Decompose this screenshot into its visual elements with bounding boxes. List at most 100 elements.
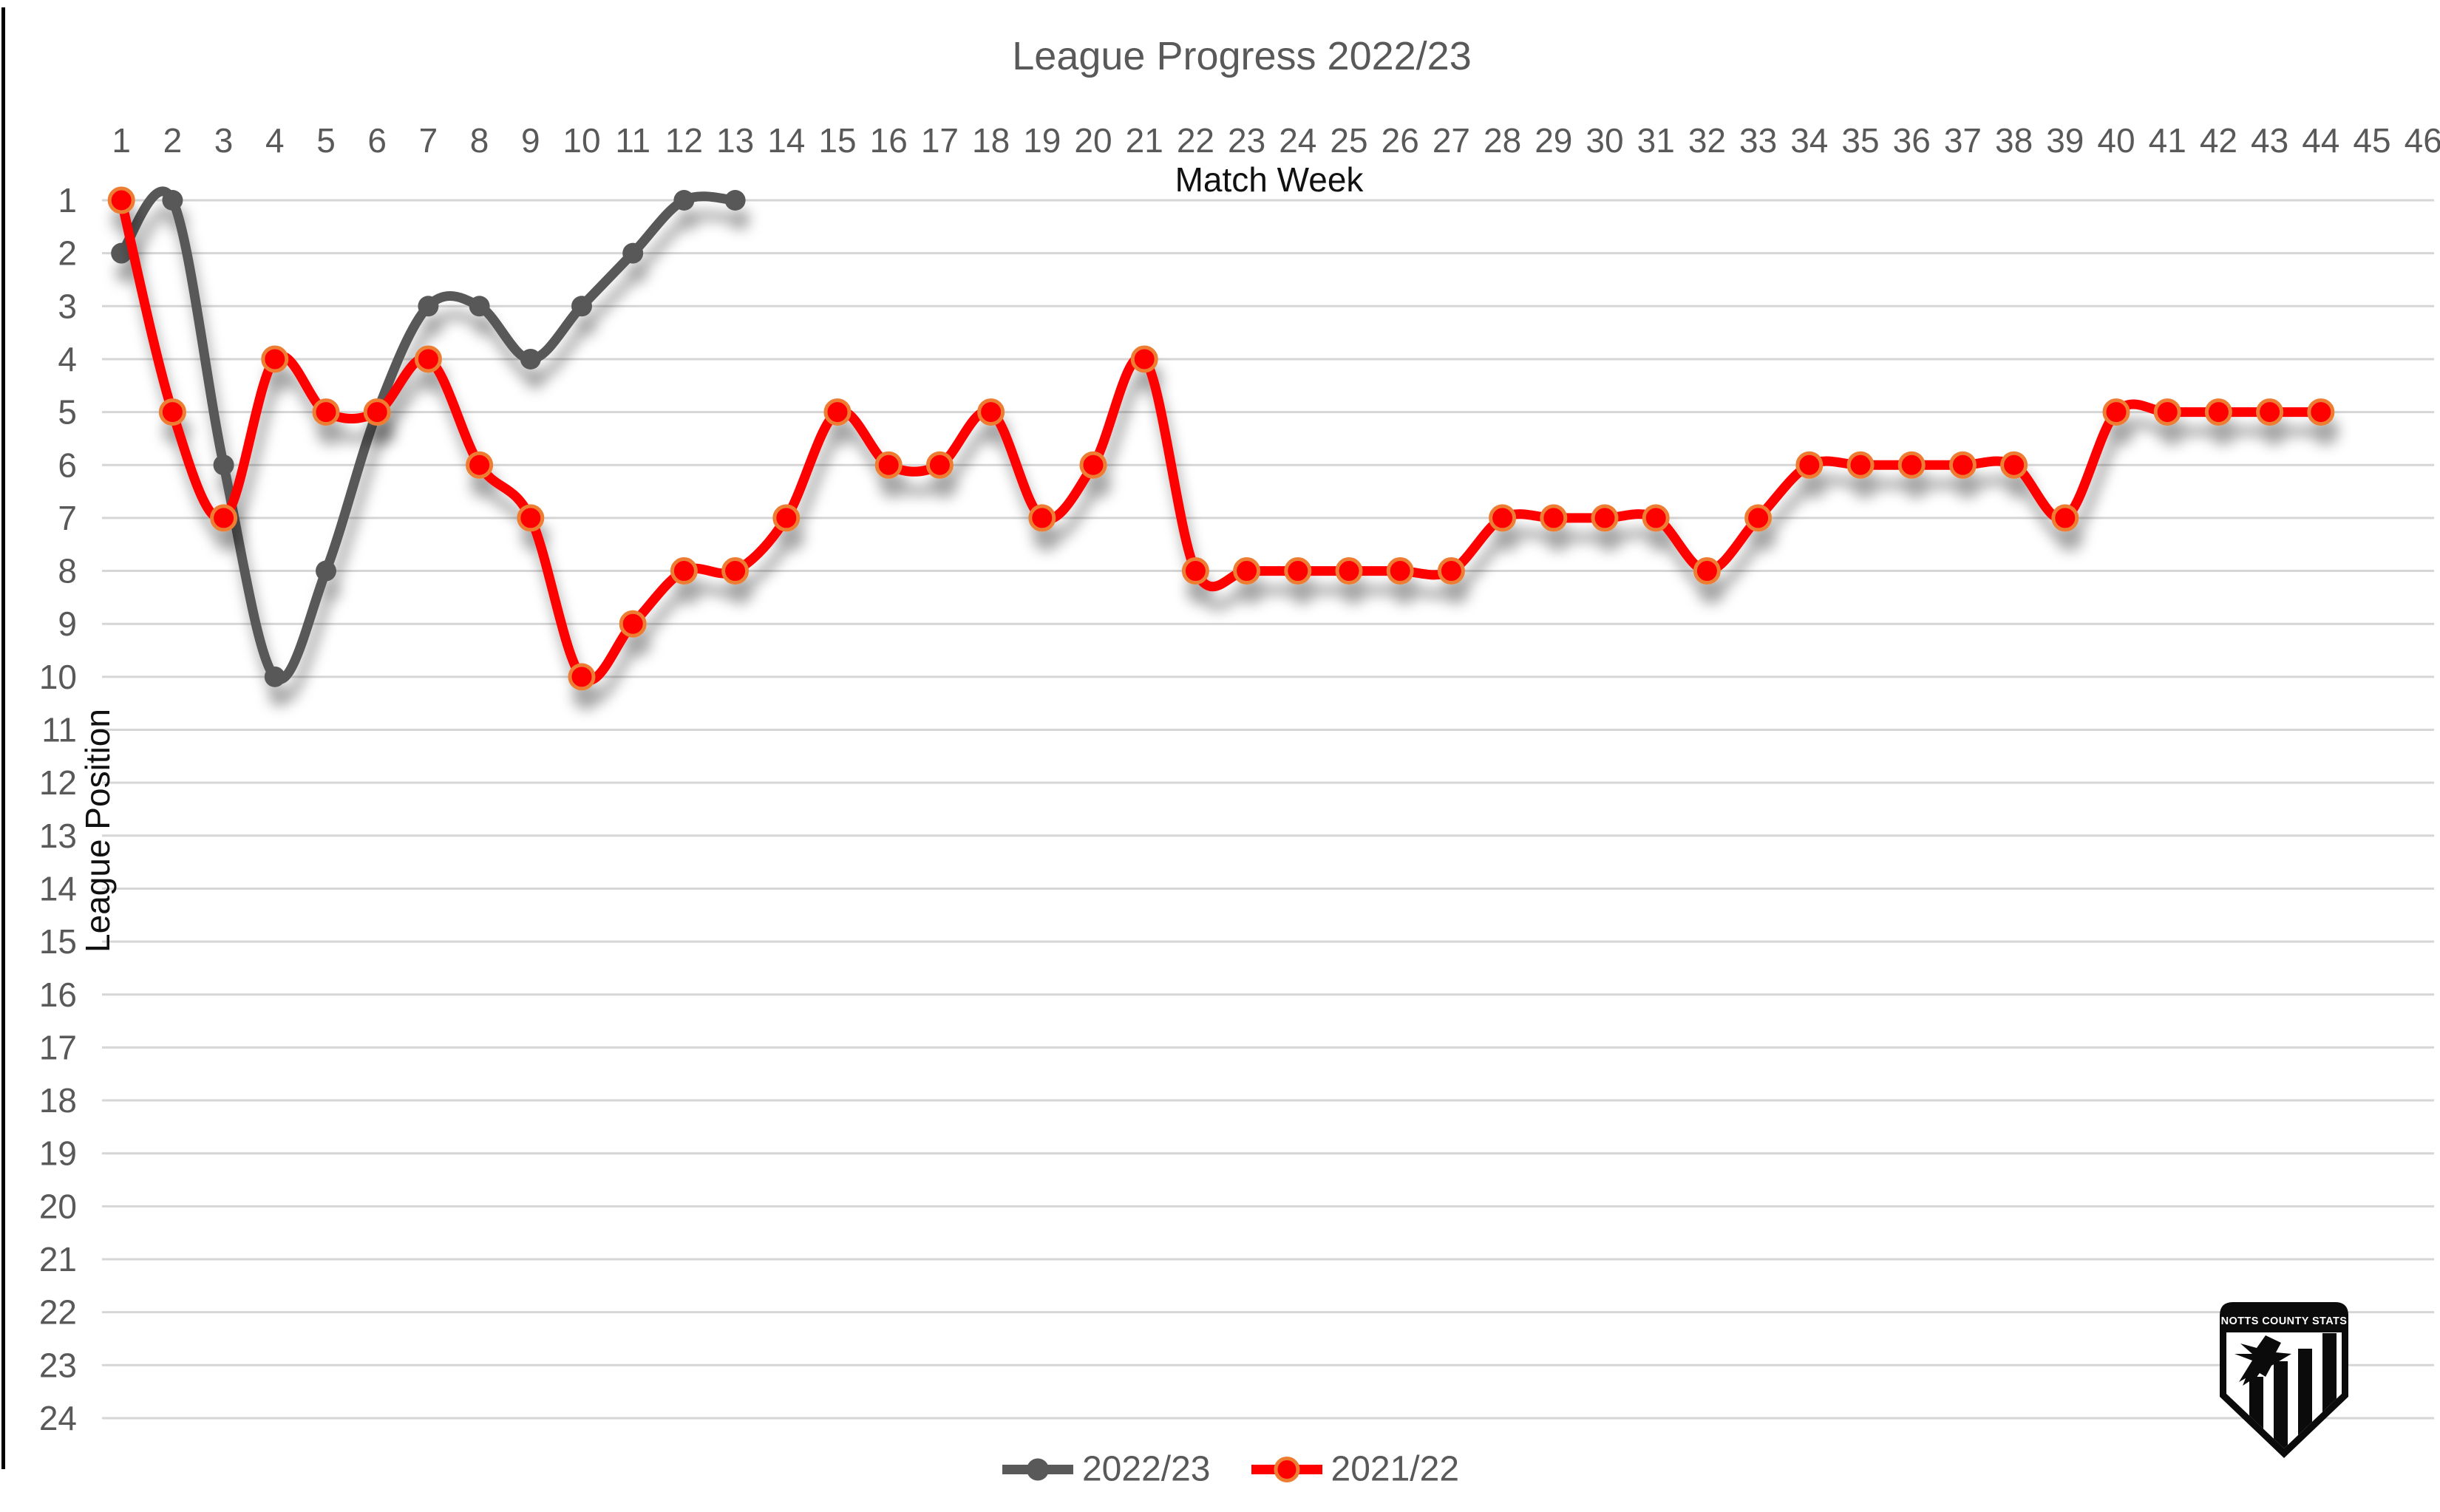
x-tick-label: 44 <box>2302 121 2339 160</box>
data-point-marker <box>724 190 746 211</box>
x-tick-label: 26 <box>1382 121 1419 160</box>
x-tick-label: 3 <box>214 121 234 160</box>
data-point-marker <box>312 398 340 426</box>
y-tick-label: 11 <box>41 711 77 749</box>
data-point-marker <box>874 451 903 479</box>
x-tick-label: 1 <box>112 121 131 160</box>
x-tick-label: 5 <box>316 121 336 160</box>
x-tick-label: 10 <box>563 121 600 160</box>
legend-item-2021-22: 2021/22 <box>1251 1449 1460 1490</box>
data-point-marker <box>2000 451 2028 479</box>
data-point-marker <box>1489 504 1517 532</box>
x-tick-label: 16 <box>870 121 908 160</box>
x-tick-label: 11 <box>615 121 650 160</box>
data-point-marker <box>925 451 954 479</box>
data-point-marker <box>107 186 135 214</box>
data-point-marker <box>1284 557 1312 585</box>
data-series <box>107 186 2335 691</box>
data-point-marker <box>418 296 439 317</box>
data-point-marker <box>111 242 132 264</box>
y-tick-label: 8 <box>58 552 77 590</box>
y-tick-label: 12 <box>39 763 77 802</box>
data-point-marker <box>2102 398 2130 426</box>
legend-swatch-2022-23-icon <box>1002 1458 1073 1480</box>
data-point-marker <box>2051 504 2079 532</box>
y-tick-label: 6 <box>58 446 77 484</box>
y-axis-title: League Position <box>78 709 117 953</box>
y-tick-label: 15 <box>39 922 77 961</box>
data-point-marker <box>670 557 698 585</box>
y-tick-label: 13 <box>39 817 77 855</box>
data-point-marker <box>622 242 644 264</box>
data-point-marker <box>2256 398 2284 426</box>
y-tick-label: 21 <box>39 1240 77 1278</box>
y-tick-label: 9 <box>58 605 77 643</box>
x-tick-label: 29 <box>1535 121 1572 160</box>
x-tick-label: 8 <box>470 121 489 160</box>
x-tick-label: 42 <box>2200 121 2237 160</box>
x-tick-label: 7 <box>419 121 438 160</box>
series-2021-22 <box>107 186 2335 691</box>
data-point-marker <box>261 345 289 373</box>
data-point-marker <box>1948 451 1977 479</box>
legend: 2022/23 2021/22 <box>1002 1449 1459 1490</box>
x-axis-title: Match Week <box>1175 160 1364 199</box>
x-tick-label: 43 <box>2251 121 2288 160</box>
y-tick-label: 1 <box>58 181 77 219</box>
y-tick-label: 19 <box>39 1134 77 1173</box>
x-tick-label: 33 <box>1739 121 1777 160</box>
data-point-marker <box>363 398 391 426</box>
data-point-marker <box>721 557 750 585</box>
data-point-marker <box>466 451 494 479</box>
data-point-marker <box>414 345 442 373</box>
y-tick-label: 7 <box>58 499 77 537</box>
data-point-marker <box>977 398 1005 426</box>
data-point-marker <box>568 663 596 691</box>
data-point-marker <box>1591 504 1619 532</box>
x-tick-label: 6 <box>367 121 387 160</box>
data-point-marker <box>1693 557 1721 585</box>
x-tick-label: 24 <box>1279 121 1316 160</box>
chart-title: League Progress 2022/23 <box>1012 34 1472 78</box>
x-tick-label: 28 <box>1484 121 1521 160</box>
data-point-marker <box>1744 504 1773 532</box>
x-tick-label: 34 <box>1790 121 1828 160</box>
x-tick-label: 35 <box>1841 121 1879 160</box>
chart-left-border <box>1 7 5 1469</box>
data-point-marker <box>1846 451 1875 479</box>
x-tick-label: 4 <box>265 121 285 160</box>
y-tick-label: 23 <box>39 1346 77 1384</box>
x-tick-label: 32 <box>1688 121 1726 160</box>
y-tick-label: 4 <box>58 340 77 378</box>
logo-text: NOTTS COUNTY STATS <box>2221 1315 2348 1327</box>
data-point-marker <box>1079 451 1107 479</box>
x-tick-label: 2 <box>163 121 183 160</box>
data-point-marker <box>823 398 852 426</box>
legend-item-2022-23: 2022/23 <box>1002 1449 1211 1490</box>
data-point-marker <box>1437 557 1465 585</box>
y-tick-label: 22 <box>39 1293 77 1332</box>
x-tick-label: 23 <box>1228 121 1265 160</box>
series-line <box>116 195 2326 685</box>
legend-swatch-2021-22-icon <box>1251 1456 1322 1482</box>
data-point-marker <box>1335 557 1363 585</box>
y-tick-label: 16 <box>39 975 77 1014</box>
x-tick-label: 19 <box>1023 121 1061 160</box>
x-tick-label: 31 <box>1637 121 1675 160</box>
x-tick-label: 46 <box>2405 121 2440 160</box>
data-point-marker <box>517 504 545 532</box>
data-point-marker <box>213 454 234 476</box>
data-point-marker <box>2153 398 2181 426</box>
x-tick-label: 20 <box>1074 121 1112 160</box>
series-2022-23 <box>111 186 746 687</box>
legend-label-2021-22: 2021/22 <box>1331 1449 1460 1489</box>
x-tick-label: 27 <box>1433 121 1470 160</box>
data-point-marker <box>1897 451 1926 479</box>
data-point-marker <box>1386 557 1414 585</box>
x-tick-label: 37 <box>1944 121 1982 160</box>
data-point-marker <box>1028 504 1056 532</box>
y-tick-label: 3 <box>58 287 77 325</box>
x-tick-label: 22 <box>1177 121 1214 160</box>
data-point-marker <box>264 666 285 687</box>
